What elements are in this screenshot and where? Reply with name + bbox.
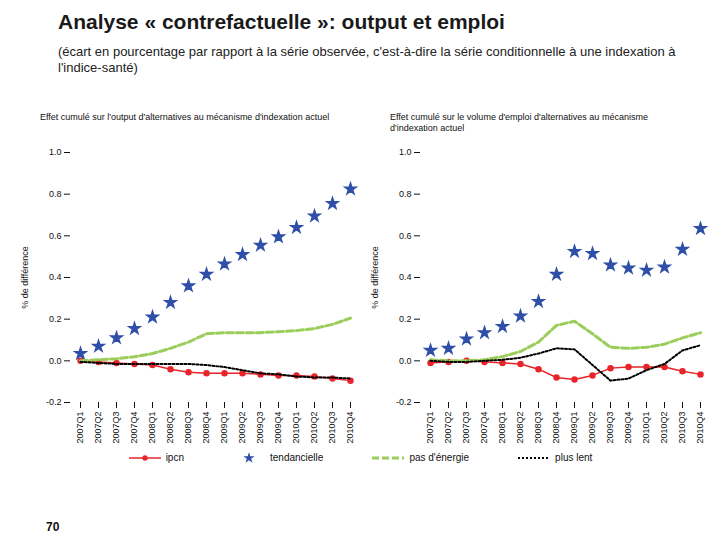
svg-text:2009Q3: 2009Q3	[255, 412, 265, 444]
svg-text:2010Q4: 2010Q4	[695, 412, 705, 444]
svg-text:0.2: 0.2	[399, 314, 412, 324]
svg-text:-0.2: -0.2	[396, 397, 412, 407]
svg-text:2009Q3: 2009Q3	[605, 412, 615, 444]
svg-text:2008Q2: 2008Q2	[515, 412, 525, 444]
svg-text:2007Q1: 2007Q1	[75, 412, 85, 444]
svg-text:% de différence: % de différence	[20, 246, 30, 308]
svg-text:0.0: 0.0	[49, 356, 62, 366]
svg-text:2008Q2: 2008Q2	[165, 412, 175, 444]
svg-text:2008Q1: 2008Q1	[497, 412, 507, 444]
svg-text:0.8: 0.8	[49, 189, 62, 199]
svg-text:2007Q3: 2007Q3	[461, 412, 471, 444]
html-text:(écart en pourcentage par rapp: (écart en pourcentage par rapport à la s…	[58, 44, 676, 75]
svg-text:2009Q4: 2009Q4	[273, 412, 283, 444]
svg-text:0.4: 0.4	[399, 272, 412, 282]
svg-text:0.0: 0.0	[399, 356, 412, 366]
svg-text:0.8: 0.8	[399, 189, 412, 199]
svg-text:2009Q1: 2009Q1	[569, 412, 579, 444]
svg-text:2007Q4: 2007Q4	[479, 412, 489, 444]
svg-text:2008Q3: 2008Q3	[533, 412, 543, 444]
svg-text:2008Q4: 2008Q4	[551, 412, 561, 444]
svg-text:2008Q4: 2008Q4	[201, 412, 211, 444]
svg-text:2009Q2: 2009Q2	[237, 412, 247, 444]
svg-text:2010Q2: 2010Q2	[309, 412, 319, 444]
svg-text:-0.2: -0.2	[46, 397, 62, 407]
svg-text:2008Q1: 2008Q1	[147, 412, 157, 444]
html-text:plus lent: plus lent	[555, 452, 593, 463]
svg-text:2010Q1: 2010Q1	[641, 412, 651, 444]
html-text:Effet cumulé sur l'output d'al: Effet cumulé sur l'output d'alternatives…	[40, 112, 330, 122]
svg-text:0.6: 0.6	[49, 231, 62, 241]
html-text:Analyse « contrefactuelle »: o: Analyse « contrefactuelle »: output et e…	[58, 10, 505, 33]
svg-text:0.2: 0.2	[49, 314, 62, 324]
html-text:ipcn: ipcn	[165, 452, 184, 463]
html-text:pas d'énergie: pas d'énergie	[409, 452, 470, 463]
svg-text:2010Q4: 2010Q4	[345, 412, 355, 444]
svg-text:2009Q4: 2009Q4	[623, 412, 633, 444]
html-text:70: 70	[46, 520, 60, 534]
svg-text:2007Q2: 2007Q2	[93, 412, 103, 444]
svg-text:0.6: 0.6	[399, 231, 412, 241]
svg-text:2010Q3: 2010Q3	[327, 412, 337, 444]
html-text:Effet cumulé sur le volume d'e: Effet cumulé sur le volume d'emploi d'al…	[390, 112, 648, 133]
svg-text:2007Q4: 2007Q4	[129, 412, 139, 444]
svg-text:2007Q1: 2007Q1	[425, 412, 435, 444]
svg-text:2010Q2: 2010Q2	[659, 412, 669, 444]
svg-text:1.0: 1.0	[399, 147, 412, 157]
svg-text:2007Q2: 2007Q2	[443, 412, 453, 444]
html-text:tendancielle: tendancielle	[270, 452, 324, 463]
svg-text:2009Q1: 2009Q1	[219, 412, 229, 444]
svg-text:2010Q1: 2010Q1	[291, 412, 301, 444]
svg-text:2009Q2: 2009Q2	[587, 412, 597, 444]
svg-text:2007Q3: 2007Q3	[111, 412, 121, 444]
svg-text:% de différence: % de différence	[370, 246, 380, 308]
svg-text:2010Q3: 2010Q3	[677, 412, 687, 444]
svg-text:2008Q3: 2008Q3	[183, 412, 193, 444]
svg-text:0.4: 0.4	[49, 272, 62, 282]
svg-text:1.0: 1.0	[49, 147, 62, 157]
